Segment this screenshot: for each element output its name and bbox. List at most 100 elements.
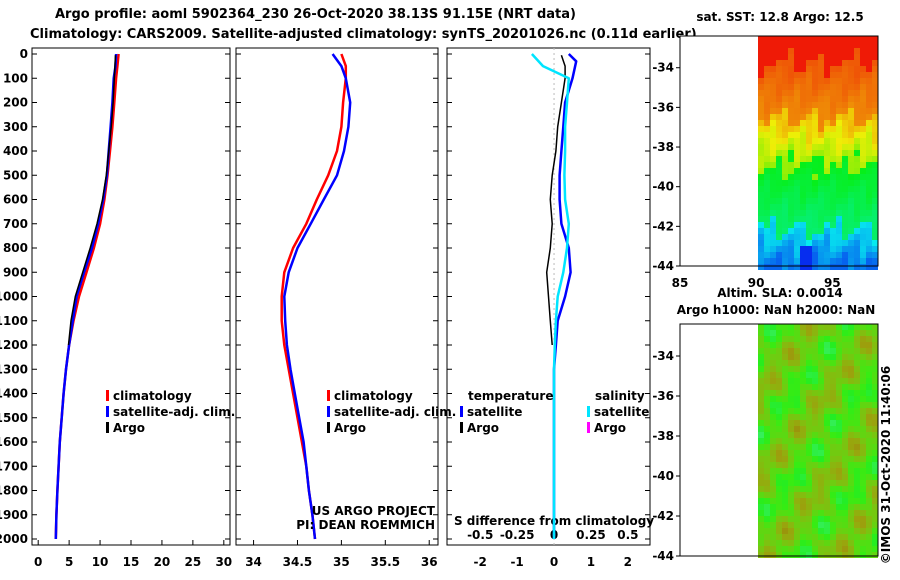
y-tick-label: 600 (3, 193, 28, 207)
x-tick-label: 0 (34, 555, 42, 569)
x-tick-label: 10 (92, 555, 109, 569)
legend-label: climatology (113, 389, 192, 403)
legend-swatch (327, 390, 330, 401)
y-tick-label: 1800 (0, 484, 28, 498)
salinity-x-tick-label: -0.5 (467, 528, 493, 542)
sla-map-y-tick-label: -36 (652, 389, 674, 403)
legend-swatch (460, 406, 463, 417)
salinity-x-tick-label: 0.25 (576, 528, 606, 542)
y-tick-label: 200 (3, 96, 28, 110)
series-line (283, 53, 352, 540)
sst-map-x-tick-label: 90 (748, 276, 765, 290)
x-tick-label: 36 (421, 555, 438, 569)
sla-map-y-tick-label: -44 (652, 549, 674, 563)
x-tick-label: -1 (510, 555, 523, 569)
series-line (280, 53, 348, 540)
salinity-x-tick-label: 0.5 (617, 528, 638, 542)
legend-swatch (587, 422, 590, 433)
sst-map-x-tick-label: 95 (824, 276, 841, 290)
y-tick-label: 2000 (0, 532, 28, 546)
x-tick-label: -2 (474, 555, 487, 569)
y-tick-label: 1300 (0, 362, 28, 376)
sla-map-subtitle: Argo h1000: NaN h2000: NaN (677, 303, 876, 317)
series-line (530, 53, 571, 539)
sst-map-y-tick-label: -40 (652, 180, 674, 194)
sst-map-title: sat. SST: 12.8 Argo: 12.5 (696, 10, 863, 24)
series-line (54, 53, 118, 540)
y-tick-label: 1400 (0, 387, 28, 401)
x-tick-label: 2 (624, 555, 632, 569)
legend-label: Argo (113, 421, 145, 435)
sst-map-y-tick-label: -42 (652, 219, 674, 233)
y-tick-label: 1100 (0, 314, 28, 328)
legend-swatch (106, 406, 109, 417)
x-tick-label: 34.5 (283, 555, 313, 569)
sla-map-cells (758, 324, 878, 558)
x-tick-label: 5 (65, 555, 73, 569)
x-tick-label: 34 (245, 555, 262, 569)
y-tick-label: 1700 (0, 459, 28, 473)
chart-title-line1: Argo profile: aoml 5902364_230 26-Oct-20… (55, 7, 576, 22)
sla-map-border (679, 323, 879, 557)
y-tick-label: 500 (3, 168, 28, 182)
sst-map-y-tick-label: -34 (652, 61, 674, 75)
y-tick-label: 1600 (0, 435, 28, 449)
x-tick-label: 15 (123, 555, 140, 569)
y-tick-label: 700 (3, 217, 28, 231)
legend-swatch (460, 422, 463, 433)
sla-map-title: Altim. SLA: 0.0014 (717, 286, 843, 300)
legend-swatch (587, 406, 590, 417)
legend-header: salinity (595, 389, 645, 403)
panel-frame (31, 47, 231, 546)
y-tick-label: 900 (3, 265, 28, 279)
legend-swatch (106, 422, 109, 433)
legend-label: Argo (594, 421, 626, 435)
y-tick-label: 1000 (0, 290, 28, 304)
sst-map-cells (758, 36, 878, 270)
legend-label: satellite-adj. clim. (113, 405, 235, 419)
y-tick-label: 400 (3, 144, 28, 158)
sst-map-border (679, 35, 879, 267)
legend-swatch (106, 390, 109, 401)
legend-swatch (327, 406, 330, 417)
legend-swatch (327, 422, 330, 433)
legend-label: Argo (467, 421, 499, 435)
y-tick-label: 800 (3, 241, 28, 255)
y-tick-label: 0 (20, 47, 28, 61)
chart-title-line2: Climatology: CARS2009. Satellite-adjuste… (30, 27, 697, 42)
y-tick-label: 300 (3, 120, 28, 134)
x-tick-label: 0 (550, 555, 558, 569)
legend-label: climatology (334, 389, 413, 403)
panel-frame (235, 47, 439, 546)
series-line (545, 54, 566, 346)
sla-map-y-tick-label: -40 (652, 469, 674, 483)
sla-map-y-tick-label: -34 (652, 349, 674, 363)
legend-label: satellite (594, 405, 649, 419)
credit-text: US ARGO PROJECT (312, 504, 436, 518)
credit-text: PI: DEAN ROEMMICH (296, 518, 435, 532)
y-tick-label: 1900 (0, 508, 28, 522)
sst-map-y-tick-label: -38 (652, 140, 674, 154)
legend-label: Argo (334, 421, 366, 435)
series-line (67, 55, 117, 346)
y-tick-label: 100 (3, 71, 28, 85)
sla-map-y-tick-label: -38 (652, 429, 674, 443)
x-tick-label: 35.5 (370, 555, 400, 569)
x-tick-label: 20 (154, 555, 171, 569)
legend-label: satellite (467, 405, 522, 419)
x-tick-label: 30 (215, 555, 232, 569)
sst-map-x-tick-label: 85 (672, 276, 689, 290)
y-tick-label: 1500 (0, 411, 28, 425)
x-tick-label: 35 (333, 555, 350, 569)
legend-label: satellite-adj. clim. (334, 405, 456, 419)
salinity-x-tick-label: -0.25 (500, 528, 535, 542)
y-tick-label: 1200 (0, 338, 28, 352)
x-tick-label: 1 (587, 555, 595, 569)
legend-header: temperature (468, 389, 553, 403)
sst-map-y-tick-label: -36 (652, 100, 674, 114)
series-line (54, 53, 120, 540)
imos-timestamp: ©IMOS 31-Oct-2020 11:40:06 (879, 366, 893, 564)
sst-map-y-tick-label: -44 (652, 259, 674, 273)
sla-map-y-tick-label: -42 (652, 509, 674, 523)
